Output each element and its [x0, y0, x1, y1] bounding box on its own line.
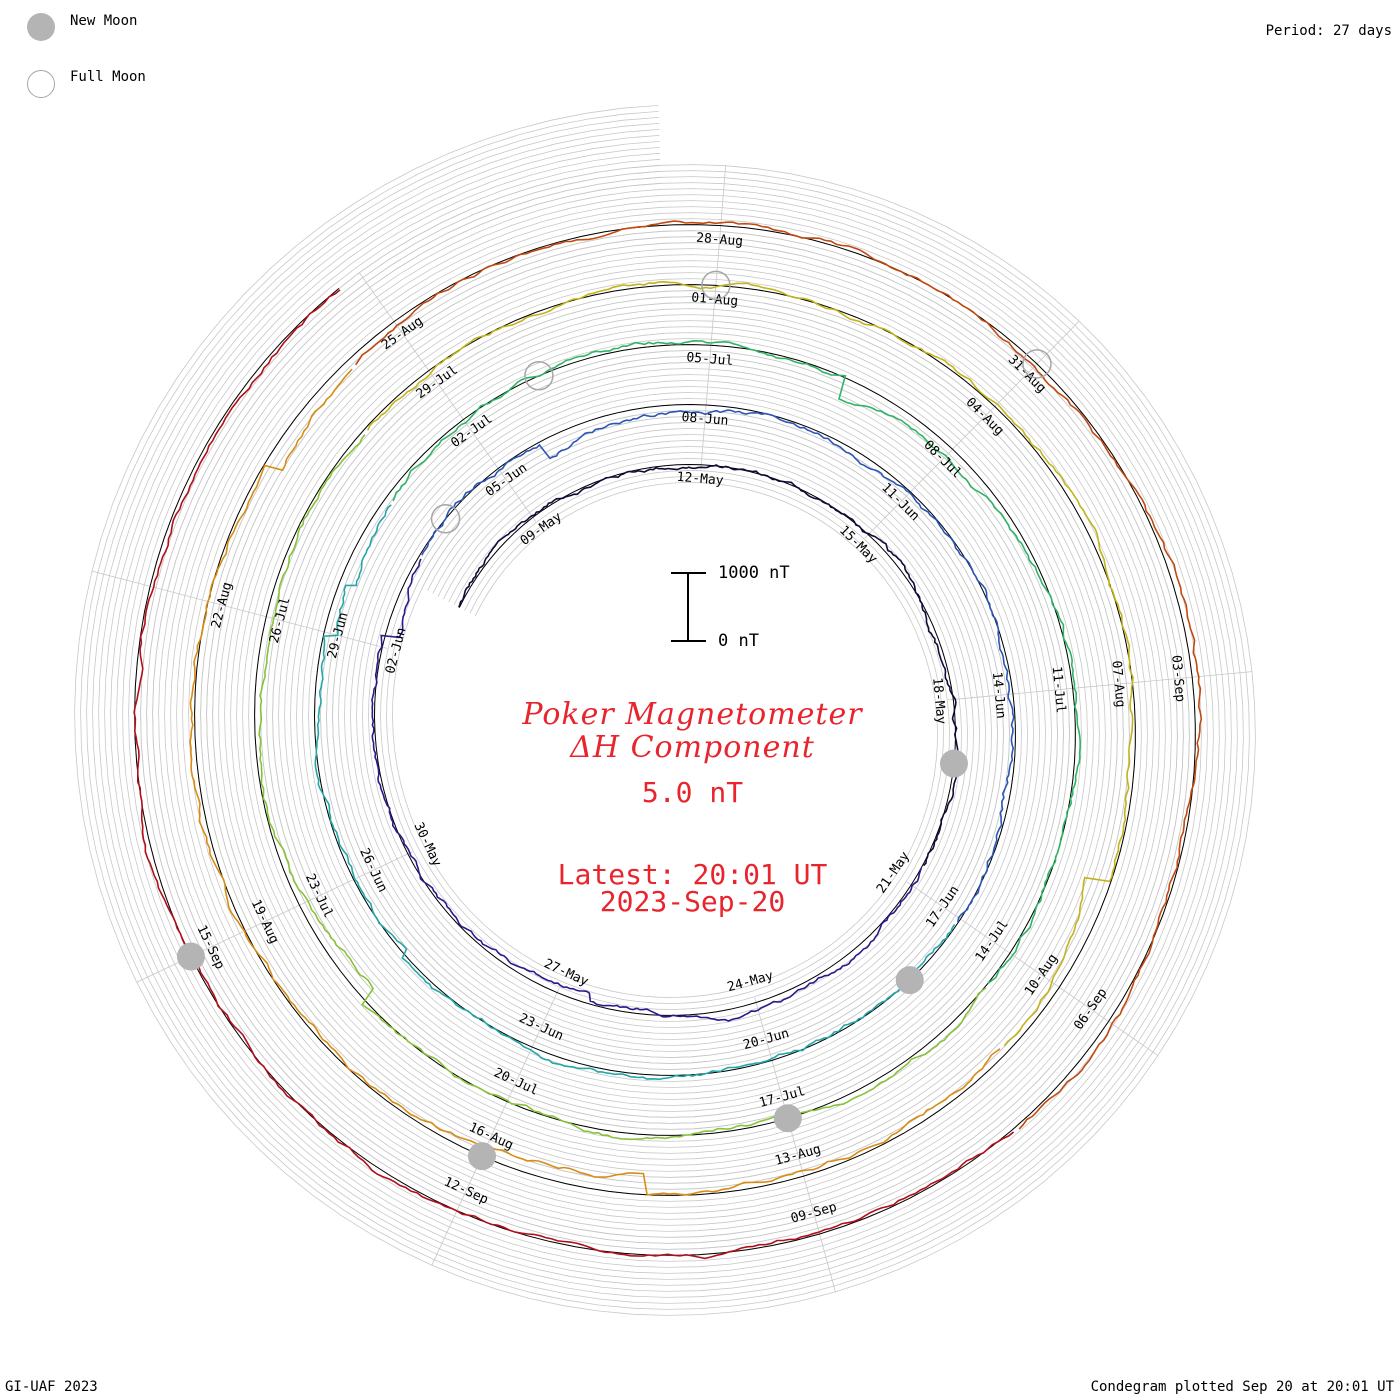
scale-top-label: 1000 nT — [718, 563, 790, 583]
scale-bottom-label: 0 nT — [718, 631, 759, 651]
footer-plot-time: Condegram plotted Sep 20 at 20:01 UT — [1090, 1379, 1394, 1395]
spoke-line — [754, 997, 836, 1292]
date-label: 22-Aug — [209, 581, 235, 630]
moon-markers — [176, 270, 1052, 1171]
date-label: 28-Aug — [696, 231, 744, 250]
date-label: 12-Sep — [441, 1174, 490, 1207]
trace-segment — [314, 504, 956, 1081]
new-moon-marker — [895, 966, 924, 995]
full-moon-marker — [1022, 349, 1052, 379]
new-moon-marker — [176, 942, 205, 971]
new-moon-label: New Moon — [70, 13, 138, 29]
spoke-line — [431, 987, 560, 1266]
grid-spiral-line — [122, 152, 1208, 1268]
trace-segment — [392, 339, 1082, 985]
footer-credit: GI-UAF 2023 — [5, 1379, 98, 1395]
spoke-line — [359, 272, 537, 522]
full-moon-marker — [524, 361, 554, 391]
date-label: 20-Jul — [491, 1065, 540, 1098]
grid-spiral-line — [110, 141, 1220, 1280]
date-label: 09-May — [518, 509, 565, 548]
new-moon-marker — [939, 749, 968, 778]
spoke-line — [864, 320, 1080, 539]
date-label: 09-Sep — [789, 1200, 838, 1227]
grid-spiral-line — [92, 123, 1238, 1298]
new-moon-marker — [467, 1142, 496, 1171]
date-label: 20-Jun — [742, 1026, 791, 1053]
spoke-line — [906, 881, 1159, 1056]
trace-segment — [355, 220, 1203, 1130]
trace-segment — [366, 280, 1134, 1047]
spoke-line — [948, 671, 1252, 701]
grid-spiral-line — [104, 135, 1226, 1286]
trace-segment — [189, 368, 1001, 1196]
full-moon-marker — [701, 270, 731, 301]
date-label: 05-Jul — [686, 350, 734, 369]
chart-subtitle: ΔH Component — [570, 730, 815, 765]
date-label: 27-May — [542, 956, 591, 989]
full-moon-label: Full Moon — [70, 69, 146, 85]
latest-date-label: 2023-Sep-20 — [599, 885, 786, 918]
new-moon-marker — [773, 1104, 802, 1133]
field-trace — [133, 220, 1203, 1260]
grid-spiral-line — [128, 158, 1202, 1262]
grid-spiral-line — [86, 117, 1244, 1304]
baseline-label: 5.0 nT — [641, 776, 744, 809]
date-label: 07-Aug — [1108, 660, 1127, 708]
full-moon-icon — [27, 70, 55, 98]
latest-time-label: Latest: 20:01 UT — [557, 858, 828, 891]
trace-segment — [133, 289, 1015, 1260]
date-label: 18-May — [929, 677, 948, 725]
date-label: 12-May — [676, 470, 724, 489]
trace-segment — [421, 409, 1015, 923]
scale-bar — [671, 572, 706, 642]
trace-segment — [458, 464, 960, 867]
date-label: 08-Jun — [681, 410, 729, 429]
grid-spiral-line — [98, 129, 1232, 1292]
date-label: 26-Jul — [267, 596, 293, 645]
period-label: Period: 27 days — [1265, 23, 1392, 39]
date-label: 11-Jul — [1049, 666, 1068, 714]
grid-spiral-line — [116, 147, 1214, 1274]
date-label: 23-Jun — [517, 1011, 566, 1044]
trace-segment — [371, 558, 923, 1022]
date-label: 24-May — [726, 968, 775, 995]
spoke-line — [700, 165, 727, 470]
date-label: 13-Aug — [773, 1142, 822, 1169]
full-moon-marker — [430, 504, 461, 534]
chart-title: Poker Magnetometer — [522, 697, 863, 732]
date-label: 14-Jun — [989, 671, 1008, 719]
trace-segment — [258, 434, 987, 1141]
date-label: 02-Jun — [383, 626, 409, 675]
new-moon-icon — [27, 13, 55, 41]
date-label: 03-Sep — [1168, 655, 1187, 703]
